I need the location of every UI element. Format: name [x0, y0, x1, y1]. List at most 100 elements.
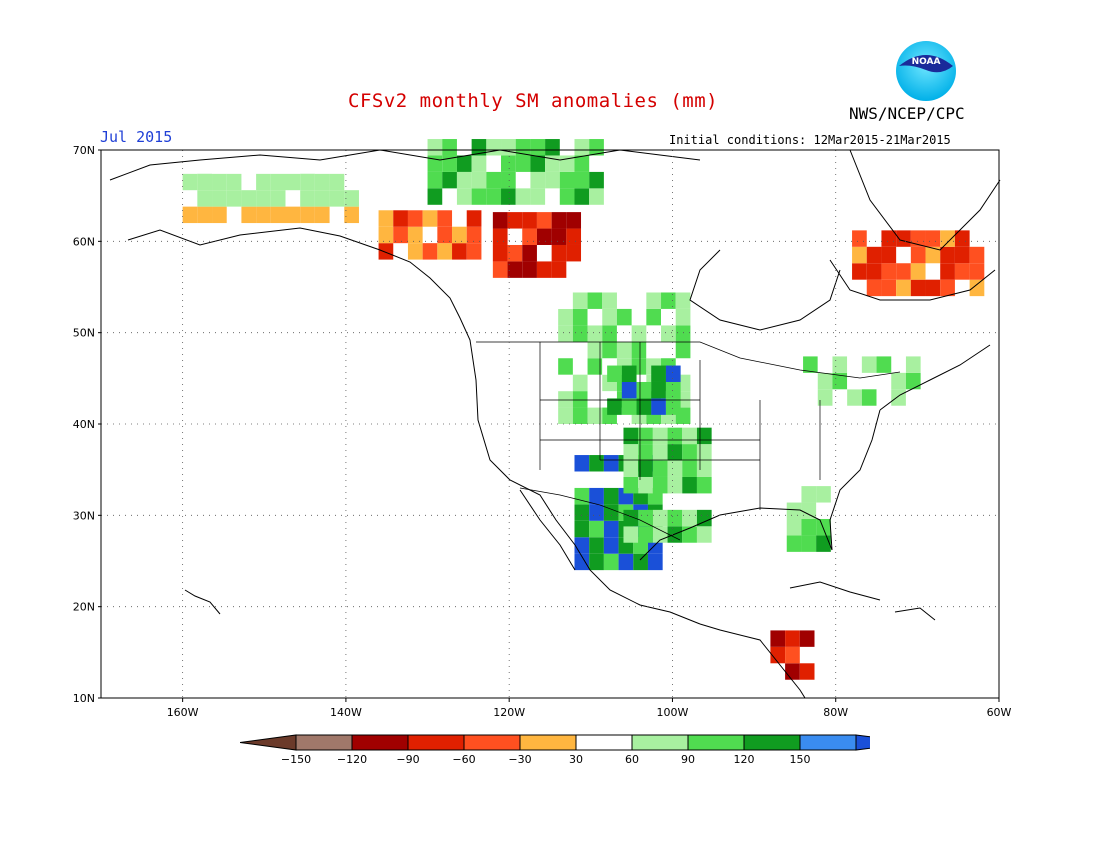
anomaly-cell [861, 389, 877, 406]
colorbar-box [351, 734, 409, 751]
anomaly-cell [574, 139, 590, 156]
anomaly-cell [589, 188, 604, 205]
anomaly-cell [633, 553, 648, 571]
anomaly-cell [770, 646, 786, 664]
anomaly-cell [618, 553, 634, 571]
border-state-lines [539, 342, 821, 510]
anomaly-cell [667, 460, 683, 477]
anomaly-cell [803, 356, 818, 373]
anomaly-cell [270, 190, 286, 207]
anomaly-cell [427, 188, 443, 205]
anomaly-cell [378, 226, 394, 244]
anomaly-cell [492, 212, 508, 229]
anomaly-cell [566, 212, 582, 229]
anomaly-cell [314, 190, 330, 207]
anomaly-cell [466, 243, 482, 260]
anomaly-cell [801, 535, 817, 552]
anomaly-cell [651, 381, 666, 399]
anomaly-cell [507, 244, 523, 262]
anomaly-cell [437, 210, 453, 227]
anomaly-cell [329, 157, 345, 174]
grid-lines [101, 150, 999, 698]
anomaly-cell [344, 206, 359, 224]
anomaly-cell [696, 526, 712, 543]
anomaly-cell [393, 226, 408, 244]
anomaly-cell [876, 372, 892, 390]
anomaly-cell [182, 206, 198, 224]
anomaly-cell [623, 427, 639, 445]
anomaly-cell [587, 325, 603, 342]
anomaly-cell [636, 381, 652, 399]
anomaly-cell [285, 206, 301, 224]
anomaly-cell [621, 398, 637, 415]
coastline-hispaniola [894, 607, 936, 621]
anomaly-cell [896, 279, 911, 297]
anomaly-cell [300, 173, 315, 191]
anomaly-cell [501, 171, 516, 189]
anomaly-cell [574, 455, 590, 472]
border-us-mexico [519, 487, 681, 541]
anomaly-cell [226, 157, 242, 174]
anomaly-map: 70N 60N 50N 40N 30N 20N 10N 160W 140W 120W 100W 80… [73, 139, 1012, 719]
anomaly-cell [785, 630, 800, 647]
anomaly-cell [896, 263, 911, 280]
anomaly-cell [466, 210, 482, 227]
anomaly-cell [344, 157, 359, 174]
colorbar: −150 −120 −90 −60 −30 30 60 90 120 150 [240, 734, 870, 766]
anomaly-cell [407, 243, 423, 260]
anomaly-cell [969, 279, 985, 297]
anomaly-cell [574, 188, 590, 205]
anomaly-cell [646, 308, 662, 326]
anomaly-cell [442, 155, 457, 172]
anomaly-cell [558, 325, 573, 342]
anomaly-cell [344, 140, 359, 158]
anomaly-cell [558, 374, 573, 392]
colorbar-box [631, 734, 689, 751]
anomaly-cell [314, 206, 330, 224]
anomaly-cell [530, 155, 546, 172]
anomaly-cell [501, 139, 516, 156]
anomaly-cell [786, 535, 802, 552]
anomaly-cell [682, 526, 697, 543]
anomaly-cell [572, 292, 588, 309]
coastline-hawaii [184, 589, 221, 615]
anomaly-cell [545, 139, 560, 156]
colorbar-label: −120 [337, 753, 367, 766]
anomaly-cell [226, 190, 242, 207]
anomaly-cell [393, 210, 408, 227]
anomaly-cell [589, 171, 604, 189]
anomaly-cell [241, 140, 257, 158]
anomaly-cell [675, 341, 691, 359]
anomaly-cell [910, 263, 926, 280]
anomaly-cell [486, 171, 502, 189]
anomaly-cell [452, 226, 467, 244]
anomaly-cell [256, 206, 271, 224]
anomaly-cell [682, 460, 697, 477]
anomaly-cell [507, 261, 523, 278]
anomaly-cell [623, 526, 639, 543]
anomaly-cell [587, 358, 603, 375]
anomaly-cell [452, 243, 467, 260]
anomaly-cell [407, 210, 423, 227]
noaa-logo-text: NOAA [912, 57, 941, 67]
anomaly-cell [667, 509, 683, 527]
colorbar-label: −150 [281, 753, 311, 766]
coastline-west [127, 227, 701, 625]
anomaly-cell [881, 230, 897, 247]
anomaly-cell [786, 502, 802, 519]
anomaly-cell [675, 308, 691, 326]
anomaly-cell [314, 157, 330, 174]
anomaly-cell [558, 407, 573, 424]
colorbar-box [295, 734, 353, 751]
anomaly-cell [427, 139, 443, 156]
valid-month-label: Jul 2015 [100, 128, 173, 146]
anomaly-cell [256, 157, 271, 174]
anomaly-cell [329, 190, 345, 207]
anomaly-cell [651, 398, 666, 415]
anomaly-cell [866, 246, 882, 264]
anomaly-cell [954, 263, 970, 280]
anomaly-cell [696, 427, 712, 445]
anomaly-cell [270, 206, 286, 224]
initial-conditions-label: Initial conditions: 12Mar2015-21Mar2015 [669, 133, 951, 147]
anomaly-cell [378, 210, 394, 227]
